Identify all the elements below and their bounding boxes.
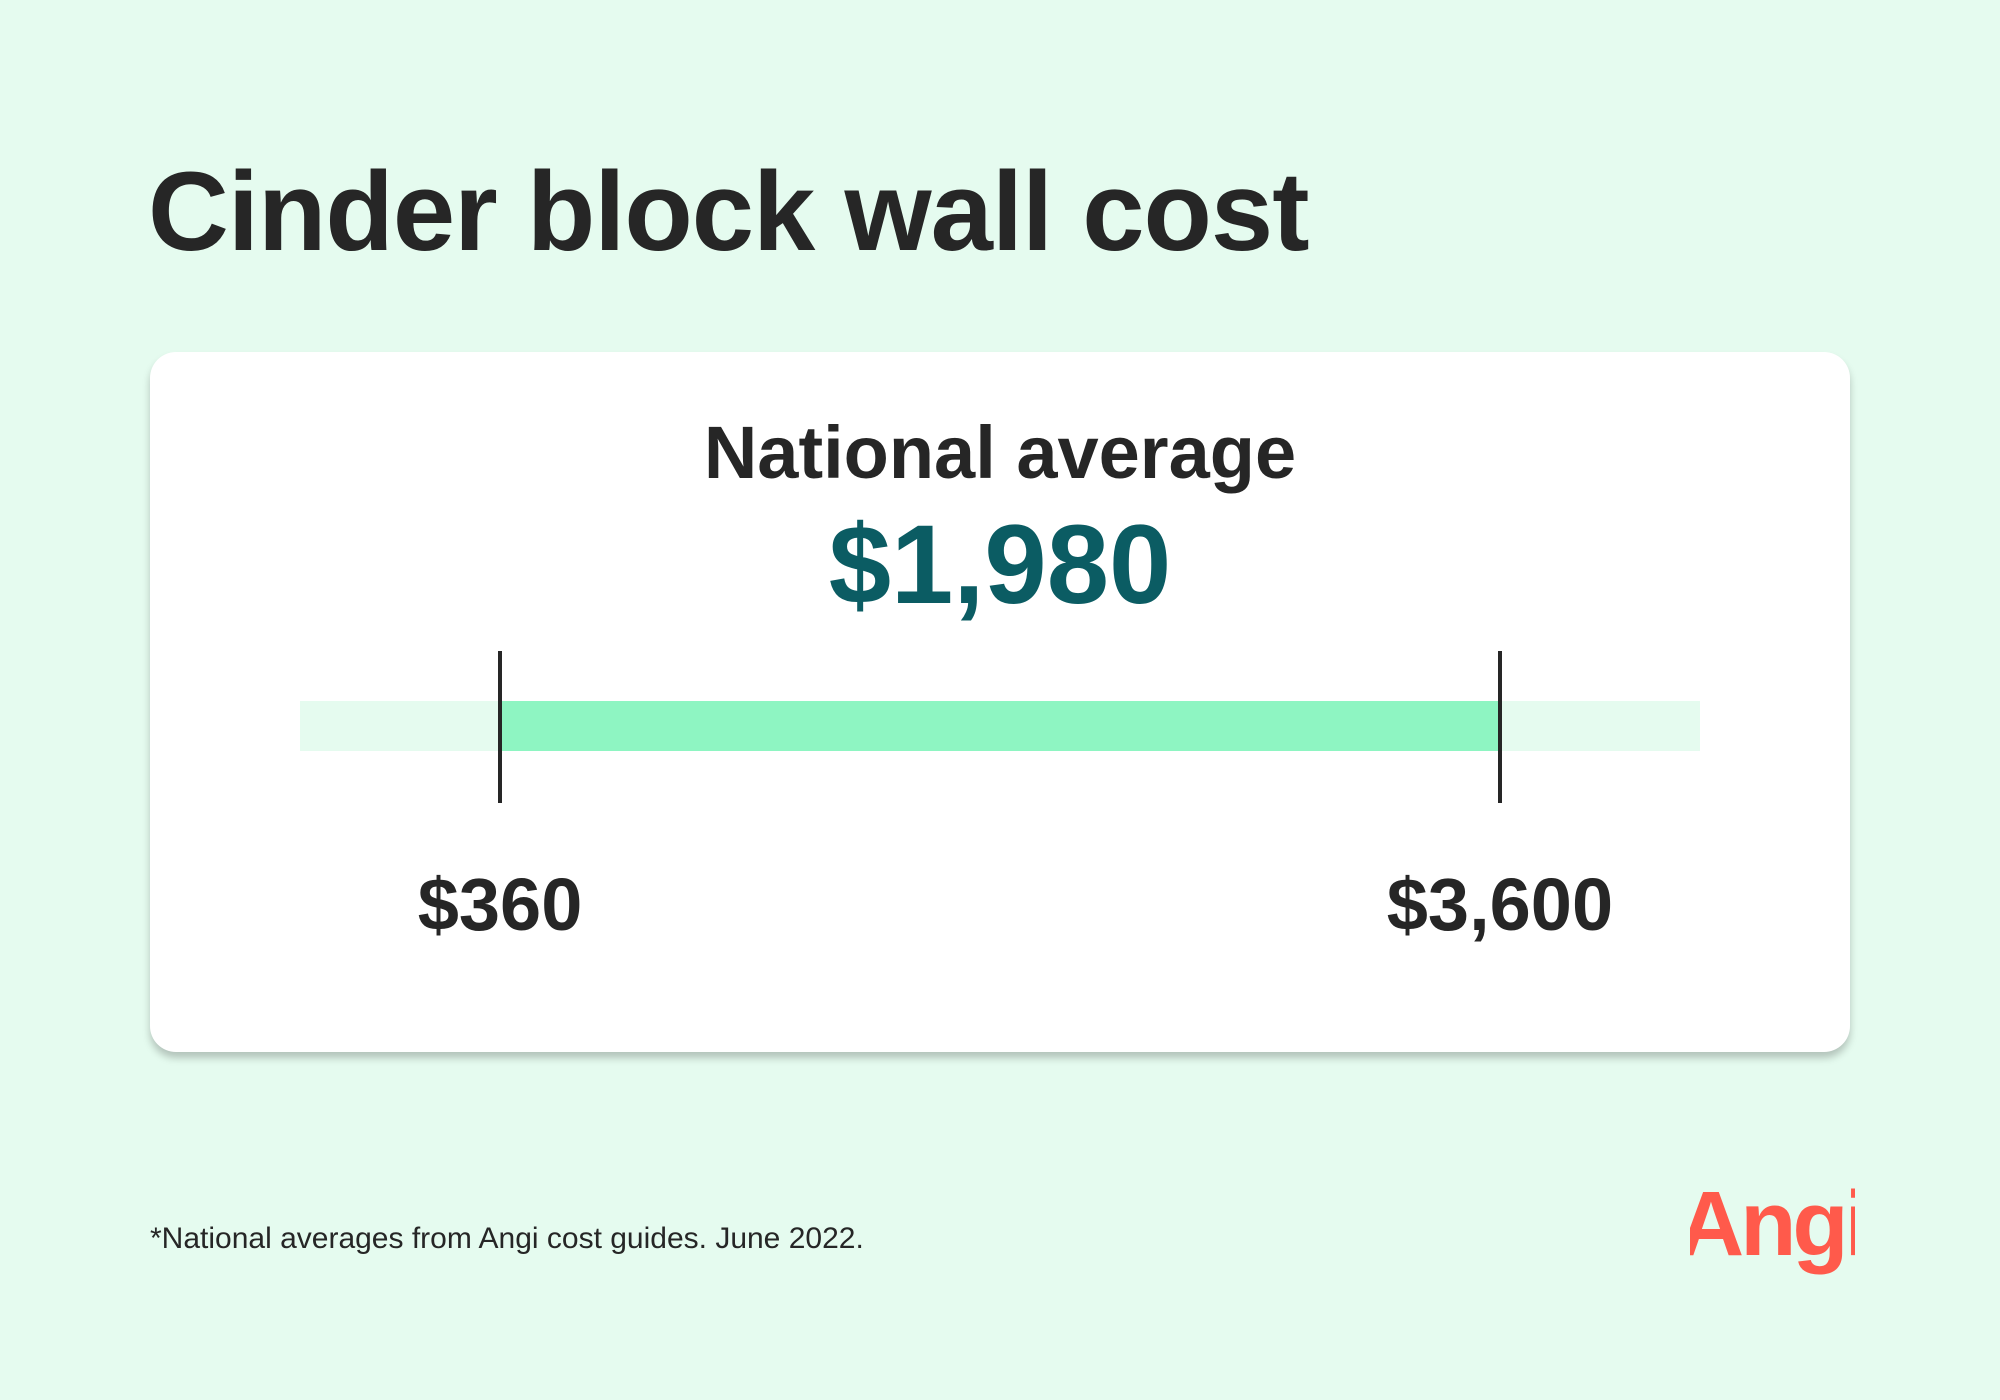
low-cost-label: $360	[417, 863, 583, 946]
range-fill	[500, 701, 1500, 751]
high-tick	[1497, 651, 1502, 803]
angi-logo: Angi	[1678, 1170, 1870, 1285]
page-title: Cinder block wall cost	[148, 149, 1310, 274]
national-average-label: National average	[703, 411, 1297, 494]
low-tick	[498, 651, 503, 803]
national-average-value: $1,980	[828, 502, 1172, 627]
svg-text:Angi: Angi	[1690, 1173, 1855, 1275]
high-cost-label: $3,600	[1386, 863, 1614, 946]
footnote: *National averages from Angi cost guides…	[150, 1222, 864, 1255]
cost-card: National average $1,980 $360 $3,600	[150, 352, 1850, 1052]
